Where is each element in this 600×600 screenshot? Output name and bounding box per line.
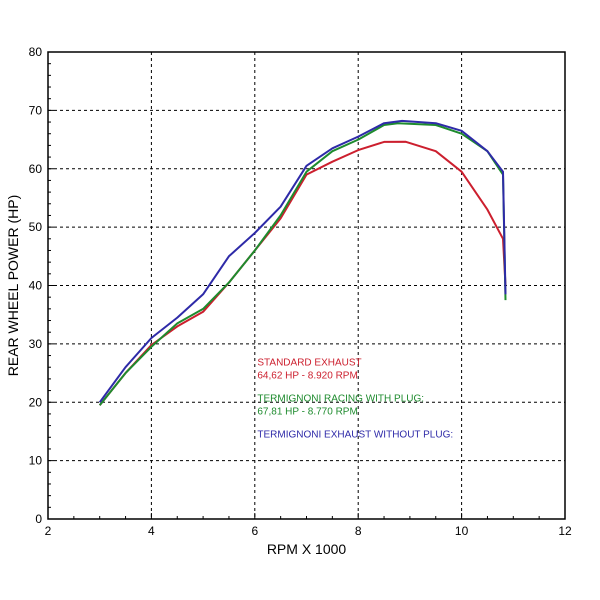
axis-ticks: 2 4 6 8 10 12 0 10 20 30 40 50 60 70 80 [29,45,572,538]
y-tick-label: 60 [29,162,43,176]
y-tick-label: 20 [29,395,43,409]
y-tick-label: 50 [29,220,43,234]
y-tick-label: 40 [29,279,43,293]
x-axis-title: RPM X 1000 [267,541,347,557]
annotations: STANDARD EXHAUST 64,62 HP - 8.920 RPM TERM… [257,357,453,440]
x-tick-label: 8 [355,524,362,538]
series-line-1 [98,140,507,406]
legend-name-3: TERMIGNONI EXHAUST WITHOUT PLUG: [257,429,453,440]
series-line-3 [98,119,507,403]
legend-name-2: TERMIGNONI RACING WITH PLUG: [257,393,424,404]
y-tick-label: 30 [29,337,43,351]
y-tick-label: 10 [29,454,43,468]
y-tick-label: 0 [35,512,42,526]
grid [48,52,565,519]
series-line-2 [98,122,507,406]
x-tick-label: 12 [558,524,572,538]
x-tick-label: 2 [45,524,52,538]
y-tick-label: 80 [29,45,43,59]
y-axis-title: REAR WHEEL POWER (HP) [5,195,21,377]
x-tick-label: 6 [251,524,258,538]
y-tick-label: 70 [29,103,43,117]
x-tick-label: 4 [148,524,155,538]
series-lines [98,119,507,406]
legend-summary-1: 64,62 HP - 8.920 RPM [257,370,357,381]
legend-name-1: STANDARD EXHAUST [257,357,361,368]
x-tick-label: 10 [455,524,469,538]
legend-summary-2: 67,81 HP - 8.770 RPM [257,406,357,417]
